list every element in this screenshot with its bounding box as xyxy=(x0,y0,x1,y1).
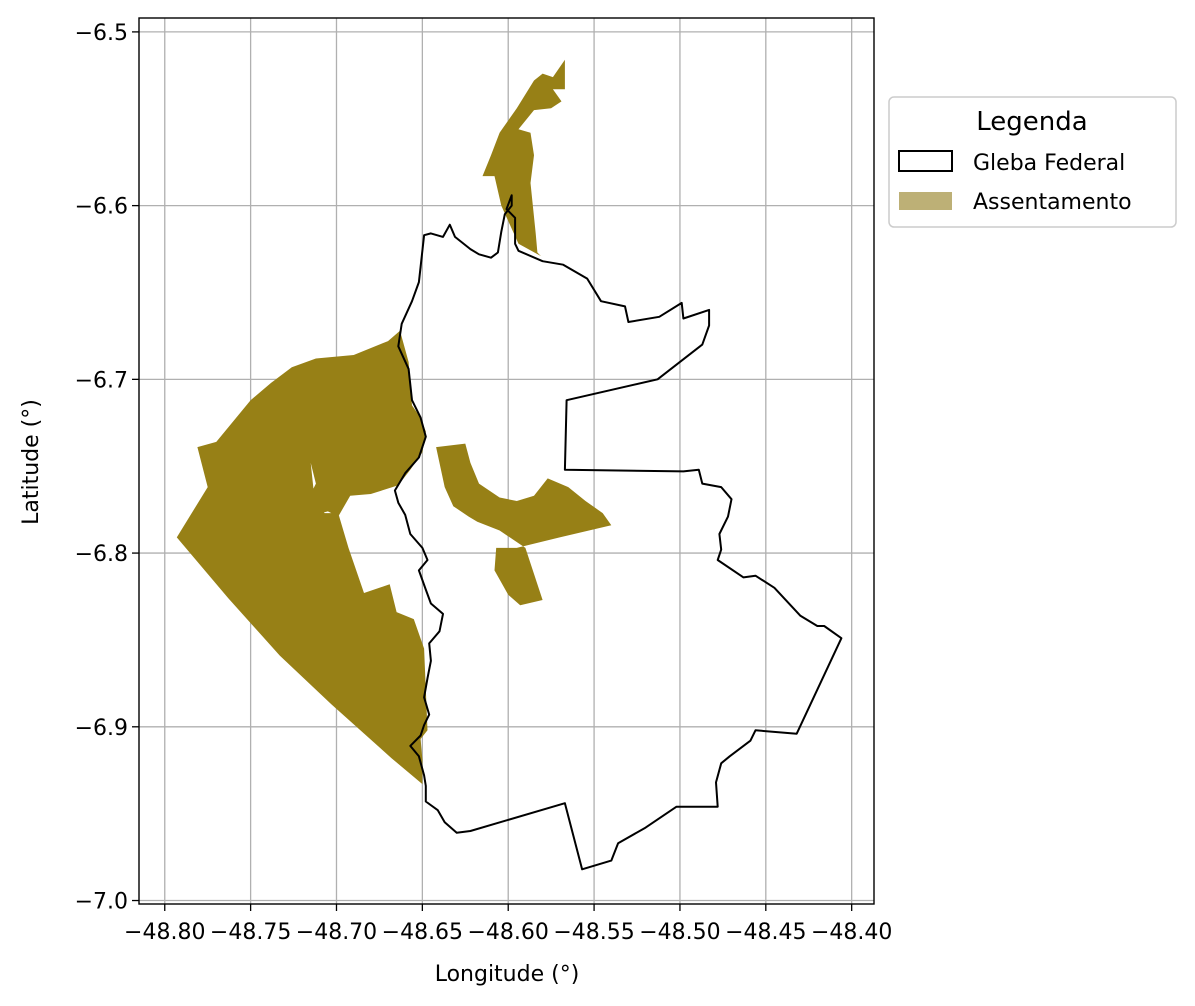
y-axis-label: Latitude (°) xyxy=(19,399,44,525)
assentamento-polygon xyxy=(482,59,565,257)
y-tick-label: −6.7 xyxy=(75,368,128,393)
x-tick-label: −48.40 xyxy=(811,920,892,945)
legend-label-assentamento: Assentamento xyxy=(973,190,1132,215)
x-tick-label: −48.75 xyxy=(210,920,291,945)
assentamento-polygon xyxy=(436,443,612,606)
y-tick-label: −7.0 xyxy=(75,890,128,915)
x-tick-label: −48.55 xyxy=(553,920,634,945)
x-tick-label: −48.60 xyxy=(468,920,549,945)
legend-title: Legenda xyxy=(976,107,1087,137)
y-tick-label: −6.5 xyxy=(75,21,128,46)
x-tick-label: −48.45 xyxy=(725,920,806,945)
axes-frame xyxy=(138,17,875,905)
legend-swatch-assentamento xyxy=(899,192,952,210)
legend-label-gleba-federal: Gleba Federal xyxy=(973,151,1125,176)
x-axis-label: Longitude (°) xyxy=(435,962,580,987)
gleba-federal-polygon xyxy=(393,194,843,871)
x-tick-label: −48.50 xyxy=(639,920,720,945)
x-tick-label: −48.70 xyxy=(296,920,377,945)
assentamento-polygon xyxy=(176,330,428,785)
x-tick-label: −48.65 xyxy=(382,920,463,945)
y-tick-label: −6.6 xyxy=(75,195,128,220)
legend: Legenda Gleba Federal Assentamento xyxy=(888,96,1177,228)
x-tick-label: −48.80 xyxy=(124,920,205,945)
legend-swatch-gleba-federal xyxy=(898,150,953,172)
y-tick-label: −6.9 xyxy=(75,716,128,741)
tick-layer: −48.80 −48.75 −48.70 −48.65 −48.60 −48.55 −48.… xyxy=(75,21,893,945)
polygon-layer xyxy=(176,59,843,871)
legend-frame xyxy=(888,96,1177,228)
y-tick-label: −6.8 xyxy=(75,542,128,567)
